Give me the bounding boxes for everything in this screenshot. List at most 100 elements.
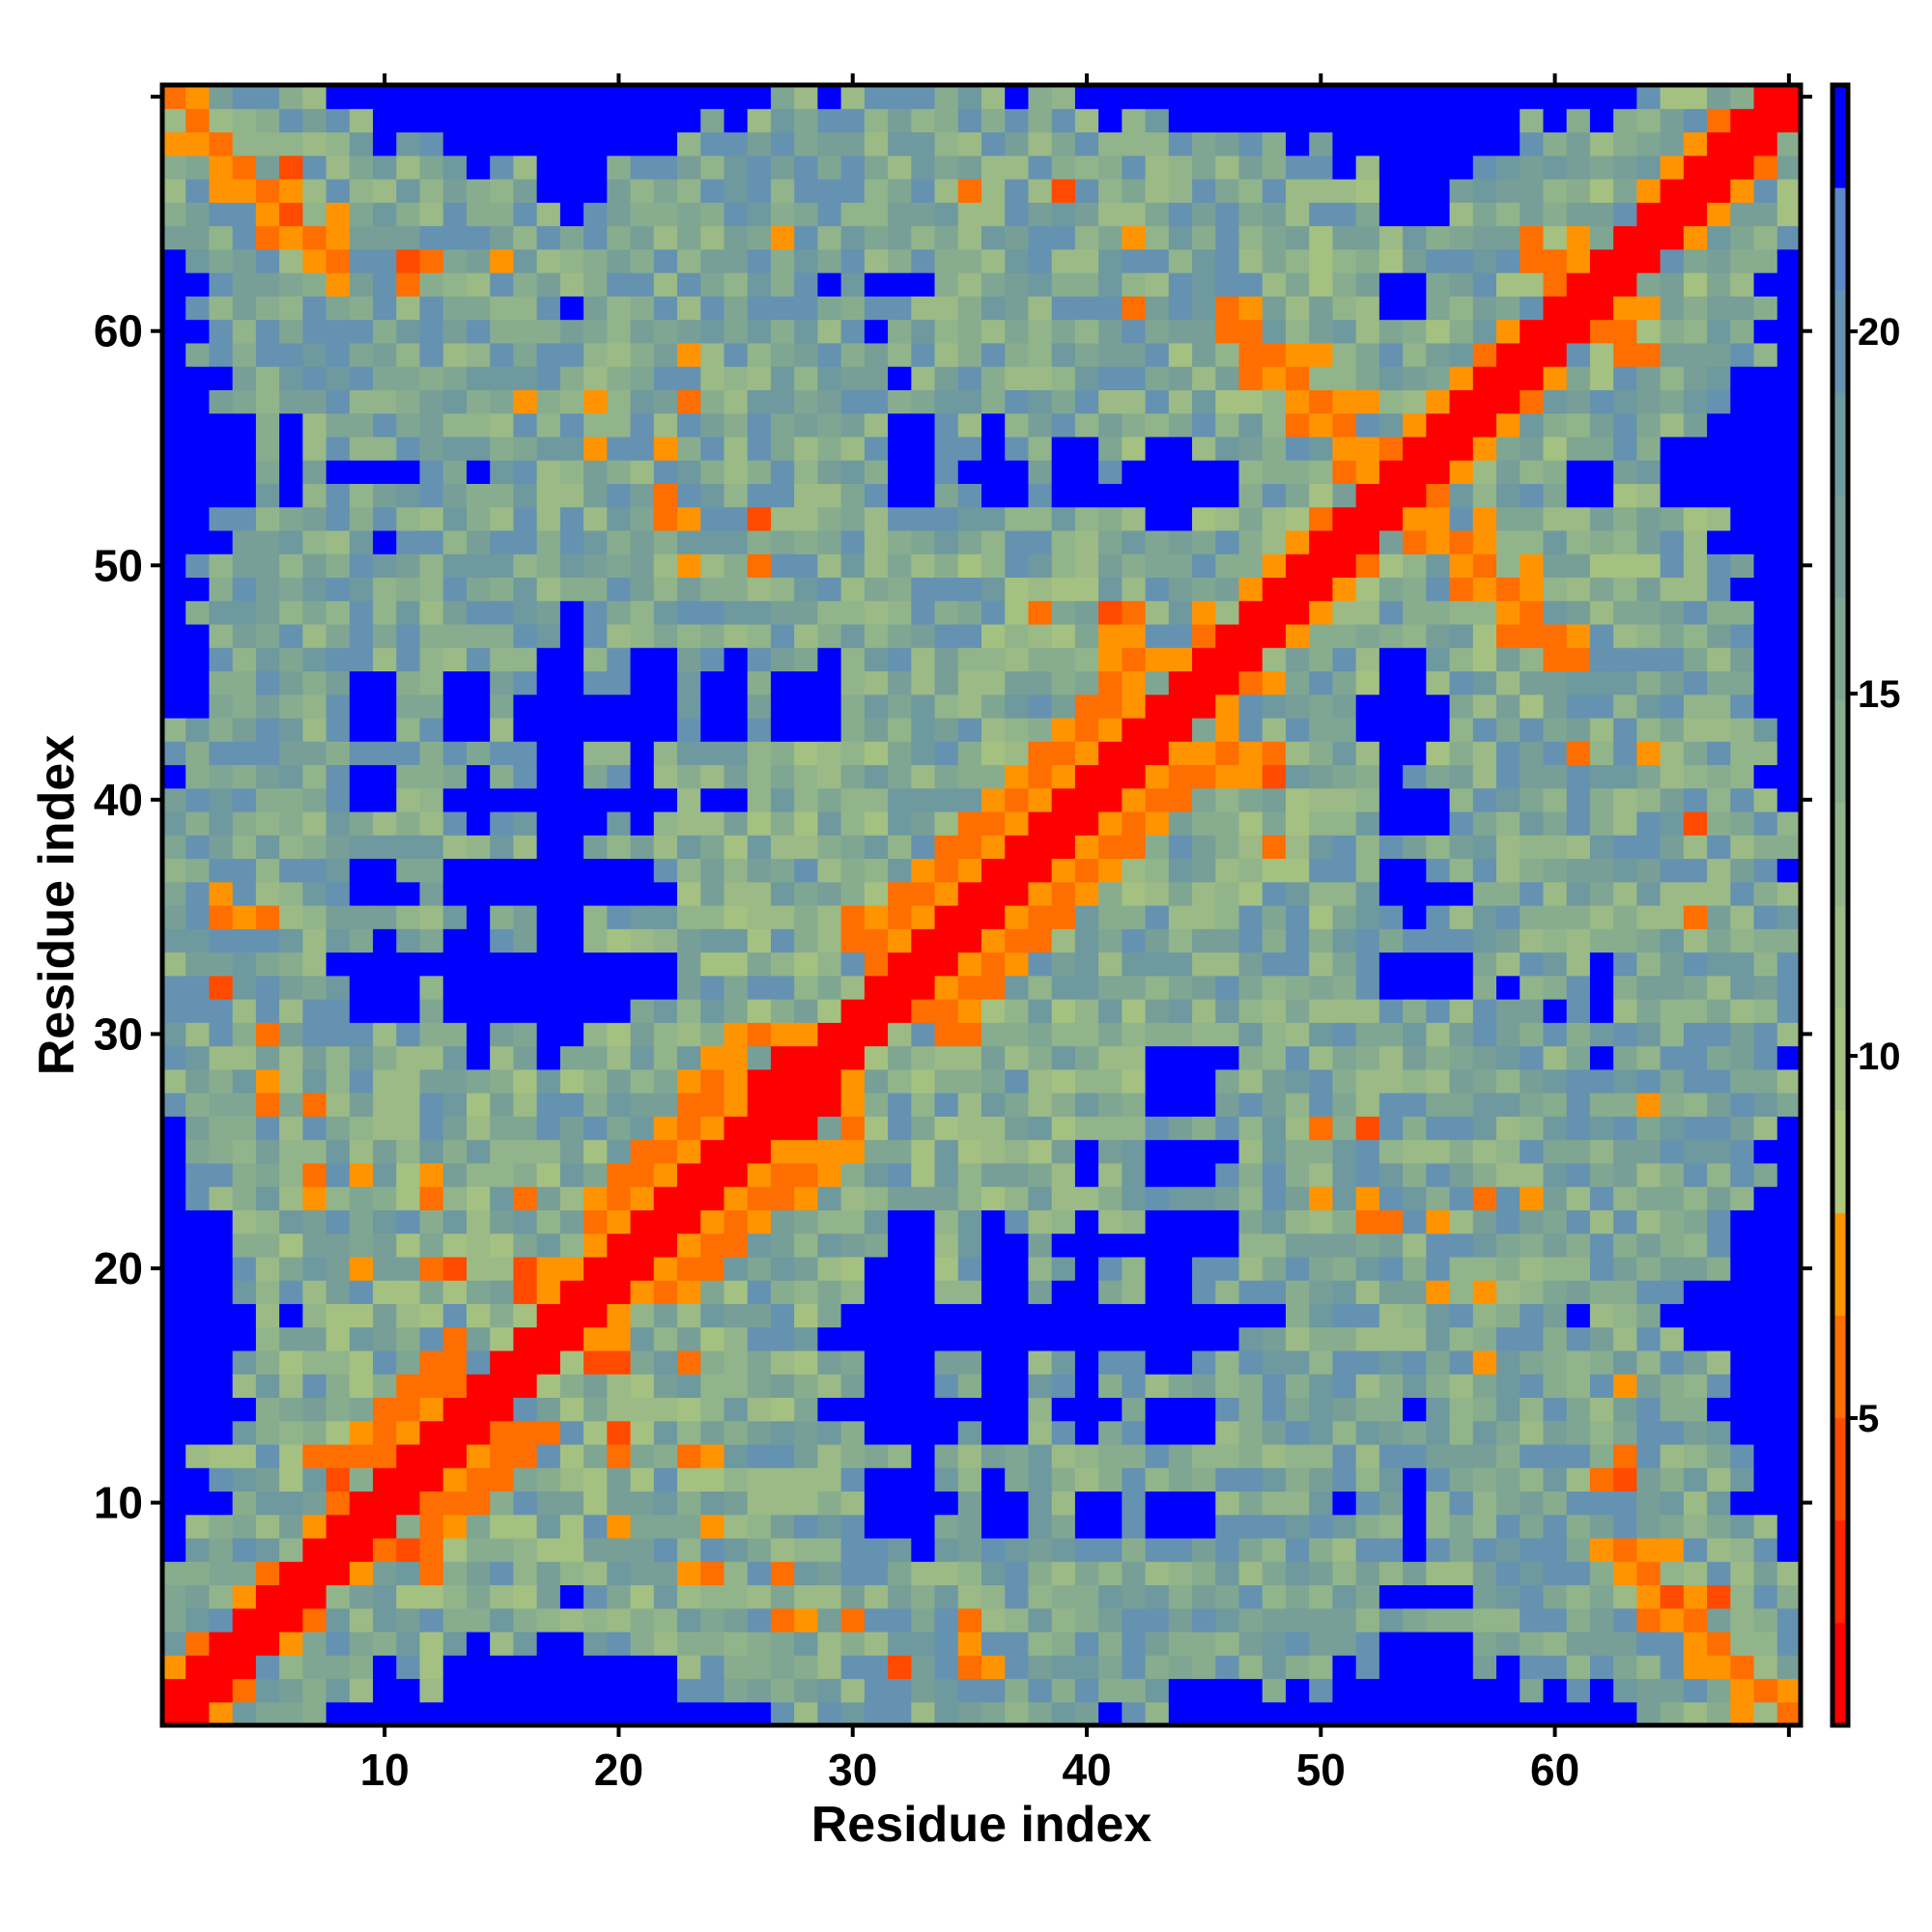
heatmap-cell <box>396 1326 421 1351</box>
heatmap-cell <box>1660 577 1685 602</box>
heatmap-cell <box>724 764 749 789</box>
heatmap-cell <box>817 483 842 508</box>
heatmap-cell <box>653 1701 678 1726</box>
heatmap-cell <box>279 623 303 648</box>
heatmap-cell <box>1776 1420 1802 1445</box>
heatmap-cell <box>1145 1233 1170 1258</box>
heatmap-cell <box>1589 810 1614 836</box>
heatmap-cell <box>700 412 725 438</box>
heatmap-cell <box>1613 319 1637 344</box>
heatmap-cell <box>934 647 959 672</box>
heatmap-cell <box>677 483 701 508</box>
heatmap-cell <box>700 389 725 414</box>
heatmap-cell <box>232 1607 257 1633</box>
heatmap-cell <box>1122 647 1147 672</box>
heatmap-cell <box>1496 1303 1520 1328</box>
heatmap-cell <box>1589 155 1614 180</box>
heatmap-cell <box>1238 506 1264 531</box>
heatmap-cell <box>1543 764 1568 789</box>
heatmap-cell <box>1449 1233 1474 1258</box>
heatmap-cell <box>490 1209 515 1235</box>
heatmap-cell <box>209 554 234 578</box>
heatmap-cell <box>653 1491 678 1516</box>
heatmap-cell <box>1683 1420 1708 1445</box>
heatmap-cell <box>1122 1397 1147 1422</box>
heatmap-cell <box>396 764 421 789</box>
heatmap-cell <box>1098 1537 1122 1562</box>
heatmap-cell <box>1262 1514 1287 1539</box>
heatmap-cell <box>1145 1584 1170 1609</box>
heatmap-cell <box>888 1467 912 1492</box>
heatmap-cell <box>1005 1537 1030 1562</box>
heatmap-cell <box>981 717 1006 742</box>
heatmap-cell <box>1543 108 1568 133</box>
heatmap-cell <box>1051 155 1076 180</box>
heatmap-cell <box>1332 717 1357 742</box>
heatmap-cell <box>232 319 257 344</box>
heatmap-cell <box>255 272 280 297</box>
heatmap-cell <box>840 1162 866 1187</box>
heatmap-cell <box>1378 248 1404 273</box>
heatmap-cell <box>1426 1045 1451 1070</box>
heatmap-cell <box>466 1584 491 1609</box>
heatmap-cell <box>1636 1093 1662 1117</box>
heatmap-cell <box>1403 1045 1427 1070</box>
heatmap-cell <box>1753 999 1778 1023</box>
heatmap-cell <box>1378 1655 1404 1680</box>
heatmap-cell <box>1355 764 1380 789</box>
heatmap-cell <box>1028 647 1053 672</box>
heatmap-cell <box>162 905 186 929</box>
heatmap-cell <box>981 179 1006 203</box>
heatmap-cell <box>1168 952 1193 977</box>
heatmap-cell <box>419 1397 444 1422</box>
heatmap-cell <box>1285 483 1310 508</box>
heatmap-cell <box>911 1607 936 1633</box>
heatmap-cell <box>1145 999 1170 1023</box>
heatmap-cell <box>1168 1068 1193 1094</box>
heatmap-cell <box>1426 319 1451 344</box>
heatmap-cell <box>255 670 280 696</box>
heatmap-cell <box>442 155 468 180</box>
heatmap-cell <box>1403 1022 1427 1047</box>
heatmap-cell <box>1332 694 1357 719</box>
heatmap-cell <box>373 1093 397 1117</box>
heatmap-cell <box>1707 1420 1731 1445</box>
heatmap-cell <box>1215 460 1240 484</box>
heatmap-cell <box>1426 741 1451 766</box>
heatmap-cell <box>700 1303 725 1328</box>
heatmap-cell <box>1028 928 1053 953</box>
heatmap-cell <box>888 1537 912 1562</box>
heatmap-cell <box>162 787 186 812</box>
heatmap-cell <box>677 319 701 344</box>
heatmap-cell <box>583 1303 608 1328</box>
heatmap-cell <box>349 1280 374 1304</box>
heatmap-cell <box>466 554 491 578</box>
heatmap-cell <box>1753 202 1778 227</box>
heatmap-cell <box>770 1022 795 1047</box>
heatmap-cell <box>677 670 701 696</box>
heatmap-cell <box>1403 1584 1427 1609</box>
heatmap-cell <box>1309 108 1334 133</box>
heatmap-cell <box>934 1397 959 1422</box>
heatmap-cell <box>1707 319 1731 344</box>
heatmap-cell <box>888 1326 912 1351</box>
heatmap-cell <box>255 131 280 156</box>
heatmap-cell <box>1613 1326 1637 1351</box>
heatmap-cell <box>1005 858 1030 883</box>
heatmap-cell <box>1776 1607 1802 1633</box>
heatmap-cell <box>442 248 468 273</box>
heatmap-cell <box>817 1374 842 1398</box>
heatmap-cell <box>1660 1631 1685 1656</box>
heatmap-cell <box>817 155 842 180</box>
heatmap-cell <box>209 764 234 789</box>
heatmap-cell <box>1262 1045 1287 1070</box>
heatmap-cell <box>840 1607 866 1633</box>
heatmap-cell <box>1543 529 1568 554</box>
heatmap-cell <box>1168 1116 1193 1141</box>
heatmap-cell <box>607 296 632 321</box>
heatmap-cell <box>1613 202 1637 227</box>
heatmap-cell <box>1660 858 1685 883</box>
heatmap-cell <box>957 1607 982 1633</box>
heatmap-cell <box>1776 483 1802 508</box>
heatmap-cell <box>1238 1045 1264 1070</box>
